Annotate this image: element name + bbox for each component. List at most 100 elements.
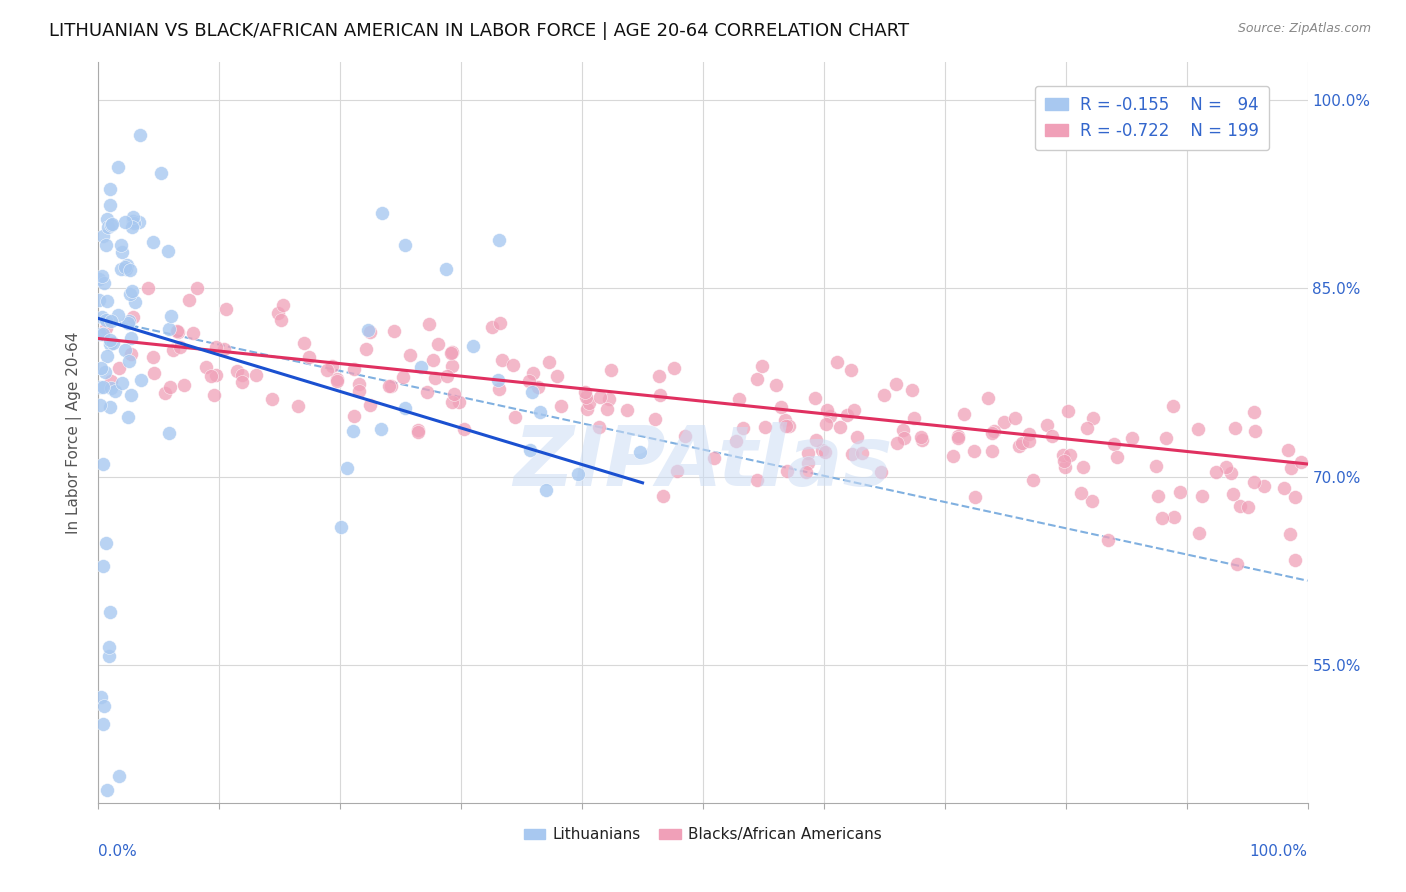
- Point: [343, 362, 366, 376]
- Point: [1076, 421, 1098, 435]
- Point: [245, 368, 267, 383]
- Point: [107, 160, 129, 174]
- Point: [91, 558, 114, 573]
- Point: [440, 359, 463, 373]
- Point: [666, 464, 689, 478]
- Point: [443, 387, 465, 401]
- Point: [574, 384, 596, 399]
- Point: [117, 409, 139, 424]
- Point: [598, 392, 620, 407]
- Point: [1215, 459, 1237, 474]
- Point: [1156, 431, 1178, 445]
- Point: [520, 384, 543, 399]
- Point: [1284, 490, 1306, 504]
- Point: [953, 407, 976, 421]
- Point: [104, 384, 127, 398]
- Point: [98, 333, 121, 347]
- Point: [100, 313, 122, 327]
- Point: [91, 228, 114, 243]
- Point: [98, 640, 121, 654]
- Point: [1163, 510, 1185, 524]
- Point: [91, 327, 114, 342]
- Point: [96, 212, 118, 227]
- Point: [1053, 460, 1076, 475]
- Point: [527, 379, 550, 393]
- Point: [830, 419, 852, 434]
- Point: [120, 331, 142, 345]
- Point: [745, 372, 768, 386]
- Point: [287, 399, 309, 413]
- Point: [891, 423, 914, 437]
- Point: [1220, 466, 1243, 480]
- Point: [267, 306, 290, 320]
- Point: [893, 431, 915, 445]
- Point: [380, 379, 402, 393]
- Point: [1121, 431, 1143, 445]
- Point: [977, 391, 1000, 405]
- Point: [426, 336, 449, 351]
- Point: [110, 238, 132, 252]
- Point: [114, 260, 136, 274]
- Point: [128, 128, 150, 143]
- Point: [765, 378, 787, 392]
- Point: [270, 313, 292, 327]
- Point: [157, 244, 180, 259]
- Text: LITHUANIAN VS BLACK/AFRICAN AMERICAN IN LABOR FORCE | AGE 20-64 CORRELATION CHAR: LITHUANIAN VS BLACK/AFRICAN AMERICAN IN …: [49, 22, 910, 40]
- Point: [804, 391, 827, 405]
- Point: [1284, 553, 1306, 567]
- Point: [963, 490, 986, 504]
- Point: [142, 350, 165, 364]
- Point: [292, 335, 315, 350]
- Point: [157, 425, 180, 440]
- Point: [107, 769, 129, 783]
- Point: [851, 446, 873, 460]
- Point: [1281, 461, 1303, 475]
- Point: [600, 363, 623, 377]
- Point: [371, 206, 394, 220]
- Point: [117, 314, 139, 328]
- Point: [814, 417, 837, 431]
- Text: Source: ZipAtlas.com: Source: ZipAtlas.com: [1237, 22, 1371, 36]
- Point: [120, 263, 142, 277]
- Point: [1004, 411, 1026, 425]
- Point: [436, 368, 458, 383]
- Point: [578, 396, 600, 410]
- Point: [901, 383, 924, 397]
- Point: [97, 220, 120, 235]
- Point: [93, 698, 115, 713]
- Point: [519, 443, 541, 458]
- Point: [993, 415, 1015, 429]
- Point: [316, 362, 339, 376]
- Point: [103, 336, 125, 351]
- Point: [1225, 421, 1247, 435]
- Point: [169, 340, 191, 354]
- Point: [794, 465, 817, 479]
- Point: [804, 433, 827, 447]
- Point: [845, 430, 868, 444]
- Point: [129, 373, 152, 387]
- Point: [1040, 429, 1063, 443]
- Point: [703, 451, 725, 466]
- Point: [1278, 526, 1301, 541]
- Point: [399, 348, 422, 362]
- Point: [537, 355, 560, 369]
- Text: 100.0%: 100.0%: [1250, 844, 1308, 858]
- Point: [98, 649, 121, 664]
- Point: [416, 385, 439, 400]
- Point: [884, 377, 907, 392]
- Point: [325, 372, 347, 386]
- Point: [775, 419, 797, 434]
- Point: [503, 409, 526, 424]
- Point: [778, 418, 800, 433]
- Point: [394, 238, 416, 252]
- Point: [90, 269, 112, 284]
- Point: [1222, 487, 1244, 501]
- Point: [1144, 459, 1167, 474]
- Point: [596, 402, 619, 417]
- Point: [534, 483, 557, 498]
- Point: [347, 384, 370, 398]
- Point: [107, 361, 129, 376]
- Point: [121, 285, 143, 299]
- Point: [382, 324, 405, 338]
- Point: [770, 400, 793, 414]
